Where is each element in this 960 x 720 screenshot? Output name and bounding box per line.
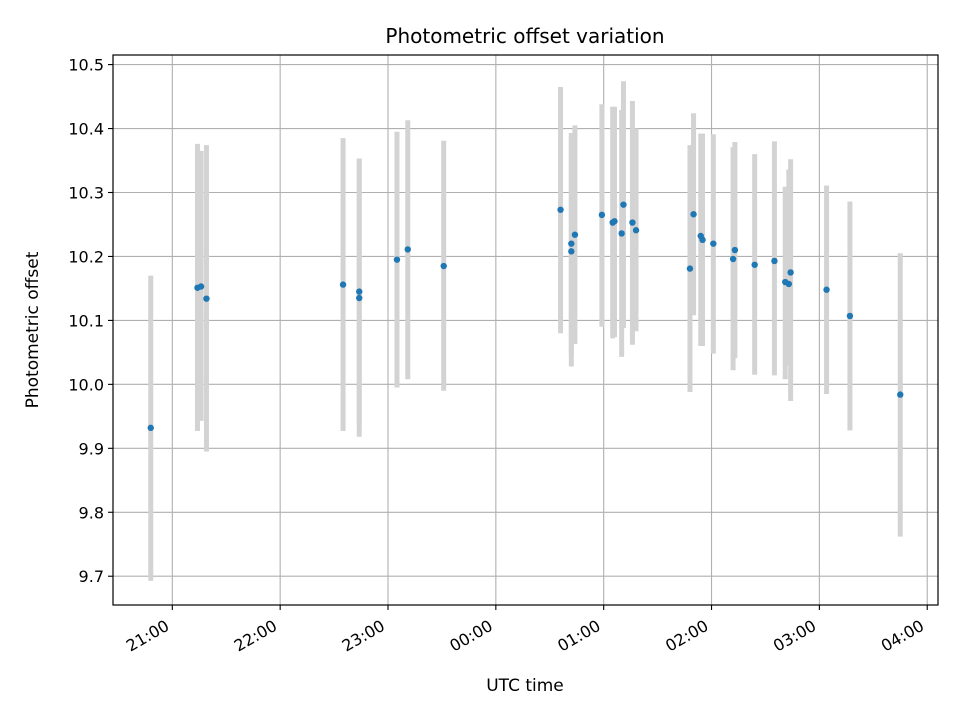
data-point [440, 262, 447, 270]
data-point [710, 240, 717, 247]
data-point [897, 391, 904, 398]
data-point [846, 312, 854, 320]
data-point [356, 288, 363, 295]
data-point [197, 283, 205, 290]
data-point [568, 240, 575, 247]
data-point [690, 211, 697, 218]
data-point [785, 280, 793, 288]
data-point [823, 286, 830, 293]
y-axis-title: Photometric offset [23, 251, 43, 408]
y-tick-label: 10.3 [68, 184, 104, 203]
data-point [571, 231, 579, 238]
y-tick-label: 10.1 [68, 311, 104, 330]
data-point [632, 227, 640, 234]
data-point [729, 255, 737, 263]
data-point [203, 295, 210, 302]
data-point [557, 206, 564, 213]
y-tick-label: 10.5 [68, 56, 104, 75]
data-point [147, 424, 154, 432]
data-points [147, 201, 904, 432]
data-point [598, 211, 606, 219]
data-point [686, 265, 694, 272]
plot-frame [112, 54, 939, 606]
data-point [787, 269, 794, 276]
y-tick-label: 9.9 [79, 439, 104, 458]
y-tick-label: 9.7 [79, 567, 104, 586]
x-axis-title: UTC time [486, 676, 564, 696]
data-point [618, 230, 625, 237]
data-point [699, 236, 706, 244]
data-point [771, 257, 778, 265]
data-point [393, 256, 401, 263]
data-point [611, 218, 618, 225]
data-point [404, 246, 411, 253]
data-point [731, 246, 739, 254]
chart-title: Photometric offset variation [385, 24, 664, 48]
data-point [629, 219, 636, 226]
data-point [356, 294, 363, 302]
data-point [568, 248, 575, 255]
data-point [339, 281, 347, 288]
y-tick-label: 10.2 [68, 247, 104, 266]
y-tick-label: 10.0 [68, 375, 104, 394]
y-tick-label: 10.4 [68, 120, 104, 139]
data-point [751, 261, 758, 268]
data-point [620, 201, 627, 208]
y-tick-label: 9.8 [79, 503, 104, 522]
